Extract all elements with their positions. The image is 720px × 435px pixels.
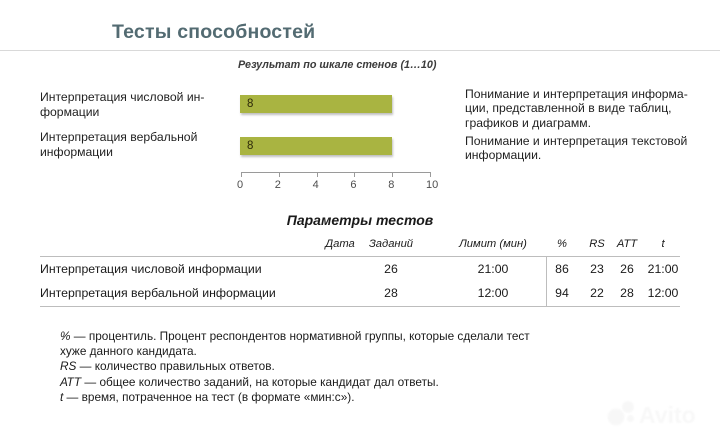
svg-text:Avito: Avito	[639, 402, 696, 428]
